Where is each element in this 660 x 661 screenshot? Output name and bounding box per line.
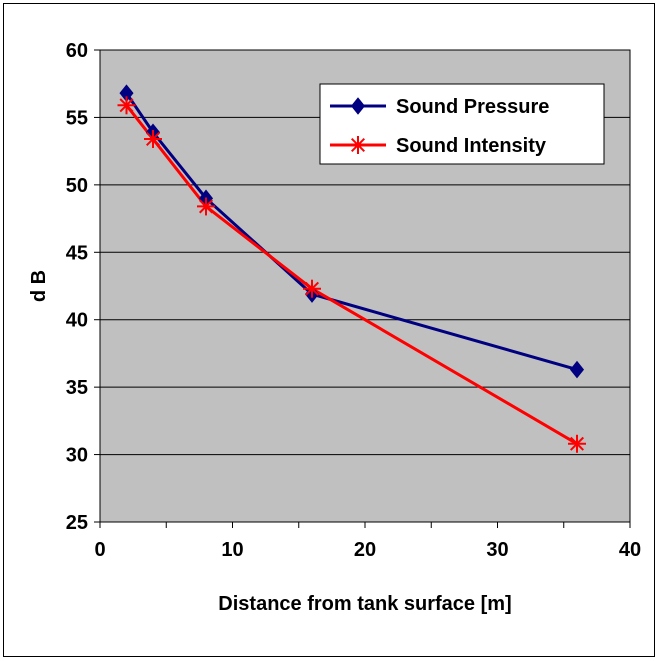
y-tick-label: 60 bbox=[66, 40, 88, 62]
data-point-sound-intensity bbox=[303, 280, 321, 298]
x-tick-label: 0 bbox=[94, 539, 105, 561]
x-tick-label: 30 bbox=[486, 539, 508, 561]
y-tick-label: 55 bbox=[66, 107, 88, 129]
y-tick-label: 35 bbox=[66, 377, 88, 399]
x-tick-label: 40 bbox=[619, 539, 641, 561]
legend-marker-sound-intensity bbox=[349, 136, 367, 154]
x-tick-label: 20 bbox=[354, 539, 376, 561]
legend-label-sound-pressure: Sound Pressure bbox=[396, 96, 549, 118]
y-tick-label: 30 bbox=[66, 445, 88, 467]
y-tick-label: 40 bbox=[66, 310, 88, 332]
legend: Sound Pressure Sound Intensity bbox=[320, 84, 604, 164]
legend-label-sound-intensity: Sound Intensity bbox=[396, 135, 547, 157]
y-tick-label: 25 bbox=[66, 512, 88, 534]
y-tick-label: 45 bbox=[66, 242, 88, 264]
x-axis-title: Distance from tank surface [m] bbox=[218, 593, 511, 615]
x-tick-label: 10 bbox=[221, 539, 243, 561]
y-axis-title: d B bbox=[28, 270, 50, 302]
y-tick-label: 50 bbox=[66, 175, 88, 197]
data-point-sound-intensity bbox=[568, 435, 586, 453]
